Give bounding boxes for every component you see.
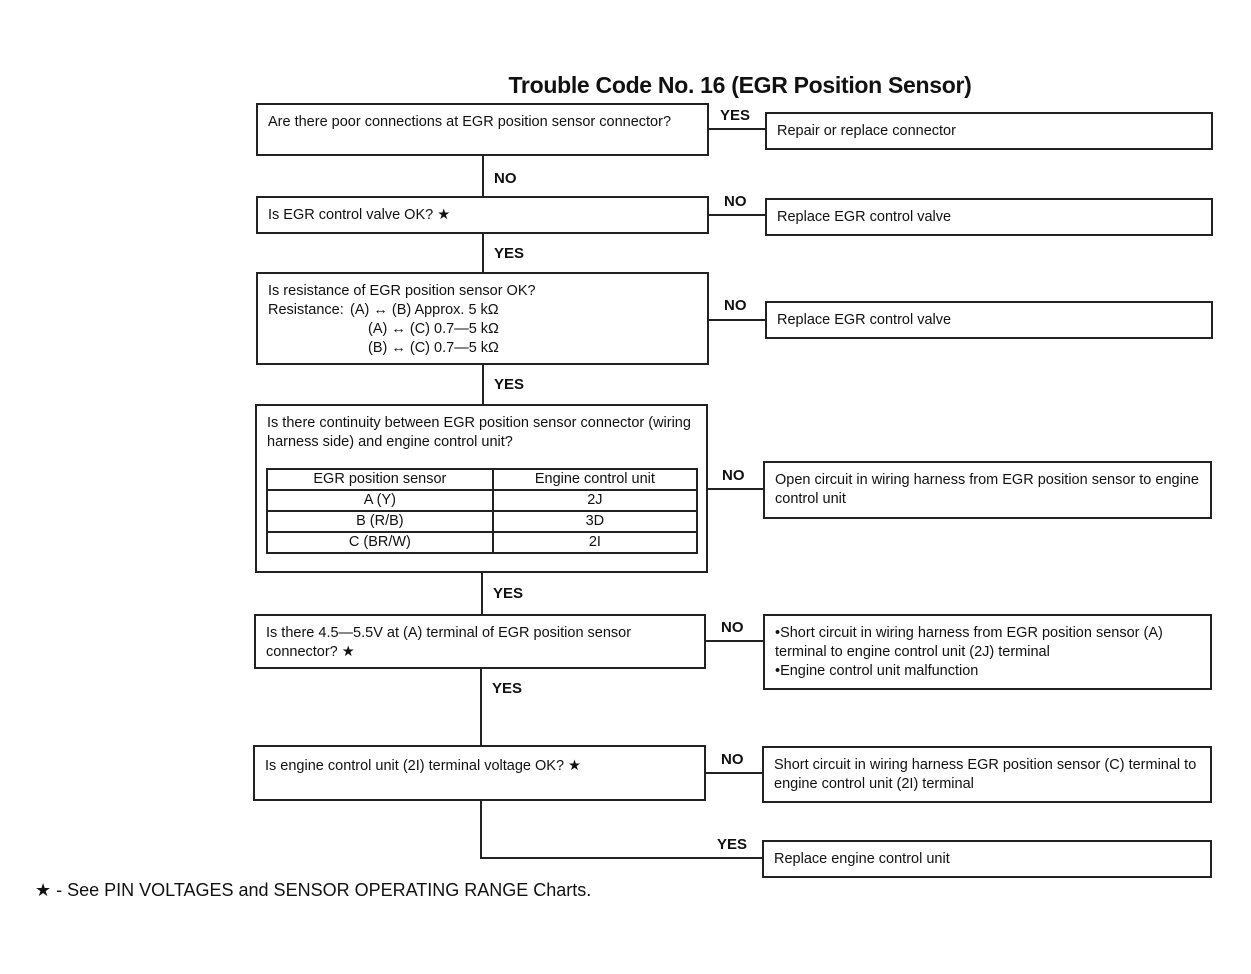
question-text: Are there poor connections at EGR positi… [268, 114, 672, 130]
result-box-6: Short circuit in wiring harness EGR posi… [762, 746, 1212, 803]
result-bullet: •Short circuit in wiring harness from EG… [775, 625, 1163, 660]
table-cell: C (BR/W) [266, 531, 494, 554]
question-text: Is resistance of EGR position sensor OK? [268, 283, 536, 299]
branch-label: NO [722, 467, 745, 484]
result-text: Repair or replace connector [777, 123, 956, 139]
line-q6-r7 [480, 801, 762, 859]
table-header-row: EGR position sensor Engine control unit [266, 468, 699, 491]
table-cell: A (Y) [266, 489, 494, 512]
table-header: EGR position sensor [266, 468, 494, 491]
resistance-value: (A) ↔ (C) 0.7—5 kΩ [368, 321, 499, 337]
footnote: ★ - See PIN VOLTAGES and SENSOR OPERATIN… [35, 880, 592, 900]
branch-label: NO [721, 751, 744, 768]
branch-label: YES [720, 107, 751, 124]
result-box-7: Replace engine control unit [762, 840, 1212, 878]
table-cell: 2J [491, 489, 699, 512]
question-box-6: Is engine control unit (2I) terminal vol… [253, 745, 706, 801]
table-row: B (R/B) 3D [266, 510, 699, 533]
question-box-2: Is EGR control valve OK? ★ [256, 196, 709, 234]
branch-label: YES [717, 836, 748, 853]
question-text: Is there 4.5—5.5V at (A) terminal of EGR… [266, 625, 632, 660]
resistance-label: Resistance: [268, 302, 344, 318]
branch-label: YES [493, 585, 524, 602]
question-text: Is EGR control valve OK? ★ [268, 207, 451, 223]
question-box-1: Are there poor connections at EGR positi… [256, 103, 709, 156]
branch-label: NO [721, 619, 744, 636]
branch-label: YES [492, 680, 523, 697]
table-cell: 2I [491, 531, 699, 554]
result-box-4: Open circuit in wiring harness from EGR … [763, 461, 1212, 519]
question-text: Is there continuity between EGR position… [267, 415, 691, 450]
branch-label: NO [494, 170, 517, 187]
result-text: Open circuit in wiring harness from EGR … [775, 472, 1199, 507]
result-text: Replace EGR control valve [777, 312, 952, 328]
result-text: Short circuit in wiring harness EGR posi… [774, 757, 1197, 792]
result-box-2: Replace EGR control valve [765, 198, 1213, 236]
table-cell: B (R/B) [266, 510, 494, 533]
result-text: Replace engine control unit [774, 851, 950, 867]
result-box-1: Repair or replace connector [765, 112, 1213, 150]
result-bullet: •Engine control unit malfunction [775, 663, 979, 679]
result-box-5: •Short circuit in wiring harness from EG… [763, 614, 1212, 690]
pin-table: EGR position sensor Engine control unit … [266, 468, 699, 554]
result-text: Replace EGR control valve [777, 209, 952, 225]
question-box-5: Is there 4.5—5.5V at (A) terminal of EGR… [254, 614, 706, 669]
branch-label: YES [494, 245, 525, 262]
result-box-3: Replace EGR control valve [765, 301, 1213, 339]
branch-label: NO [724, 297, 747, 314]
page-title: Trouble Code No. 16 (EGR Position Sensor… [508, 72, 972, 98]
table-row: A (Y) 2J [266, 489, 699, 512]
question-text: Is engine control unit (2I) terminal vol… [265, 758, 582, 774]
table-header: Engine control unit [491, 468, 699, 491]
table-cell: 3D [491, 510, 699, 533]
question-box-4: Is there continuity between EGR position… [255, 404, 708, 573]
branch-label: NO [724, 193, 747, 210]
branch-label: YES [494, 376, 525, 393]
table-row: C (BR/W) 2I [266, 531, 699, 554]
question-box-3: Is resistance of EGR position sensor OK?… [256, 272, 709, 365]
resistance-value: (A) ↔ (B) Approx. 5 kΩ [350, 302, 499, 318]
resistance-value: (B) ↔ (C) 0.7—5 kΩ [368, 340, 499, 356]
